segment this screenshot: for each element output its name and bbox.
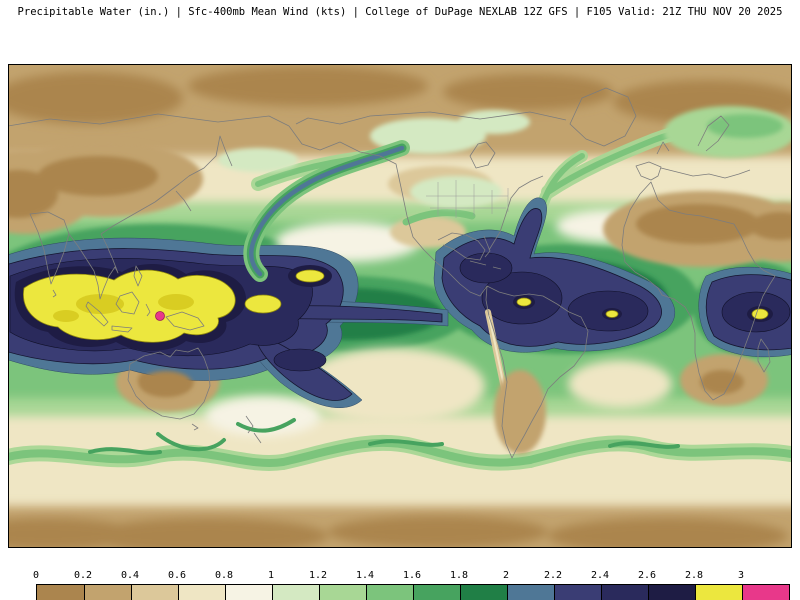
- colorbar-tick: 2.8: [684, 570, 704, 581]
- colorbar-swatch: [460, 585, 507, 600]
- colorbar-tick: 1.2: [308, 570, 328, 581]
- colorbar-swatch: [225, 585, 272, 600]
- colorbar-tick: 2.2: [543, 570, 563, 581]
- colorbar-tick: 0.2: [73, 570, 93, 581]
- coastlines: [8, 87, 776, 459]
- storm-track-deep-curls: [88, 418, 680, 455]
- colorbar-swatch: [507, 585, 554, 600]
- polar-brown-accents: [8, 66, 792, 548]
- extreme-pw-magenta-dot: [155, 311, 165, 321]
- colorbar-tick: 2.4: [590, 570, 610, 581]
- colorbar-tick: 1.6: [402, 570, 422, 581]
- colorbar-swatch: [272, 585, 319, 600]
- colorbar-swatch: [413, 585, 460, 600]
- colorbar-tick: 2.6: [637, 570, 657, 581]
- colorbar-tick: 0: [32, 570, 40, 581]
- colorbar-swatch: [554, 585, 601, 600]
- colorbar-tick: 1.4: [355, 570, 375, 581]
- colorbar-tick: 0.6: [167, 570, 187, 581]
- colorbar-tick: 1: [267, 570, 275, 581]
- colorbar-swatch: [601, 585, 648, 600]
- atmospheric-river-filament: [243, 140, 410, 282]
- colorbar-swatch: [366, 585, 413, 600]
- colorbar-tick: 2: [502, 570, 510, 581]
- europe-green-patch: [664, 106, 792, 158]
- colorbar-swatch: [742, 585, 789, 600]
- colorbar-swatch: [695, 585, 742, 600]
- colorbar-tick: 0.4: [120, 570, 140, 581]
- colorbar-swatch: [84, 585, 131, 600]
- yellow-pw-maxima: [23, 269, 769, 343]
- us-state-borders: [426, 180, 509, 218]
- precipitable-water-map: [8, 64, 792, 548]
- gold-inner-maxima: [53, 294, 194, 322]
- colorbar-swatch: [131, 585, 178, 600]
- patagonia-dry-patch: [494, 370, 546, 454]
- colorbar-tick: 1.8: [449, 570, 469, 581]
- page-title: Precipitable Water (in.) | Sfc-400mb Mea…: [17, 6, 783, 18]
- australia-dry-core: [140, 371, 192, 397]
- map-border: [8, 64, 792, 548]
- colorbar: [36, 584, 790, 600]
- colorbar-swatch: [319, 585, 366, 600]
- colorbar-swatch: [648, 585, 695, 600]
- world-pw-map-image: [8, 64, 792, 548]
- colorbar-swatch: [178, 585, 225, 600]
- colorbar-swatch: [37, 585, 84, 600]
- colorbar-tick: 3: [737, 570, 745, 581]
- colorbar-tick-labels: 0 0.2 0.4 0.6 0.8 1 1.2 1.4 1.6 1.8 2 2.…: [32, 570, 789, 582]
- colorbar-tick: 0.8: [214, 570, 234, 581]
